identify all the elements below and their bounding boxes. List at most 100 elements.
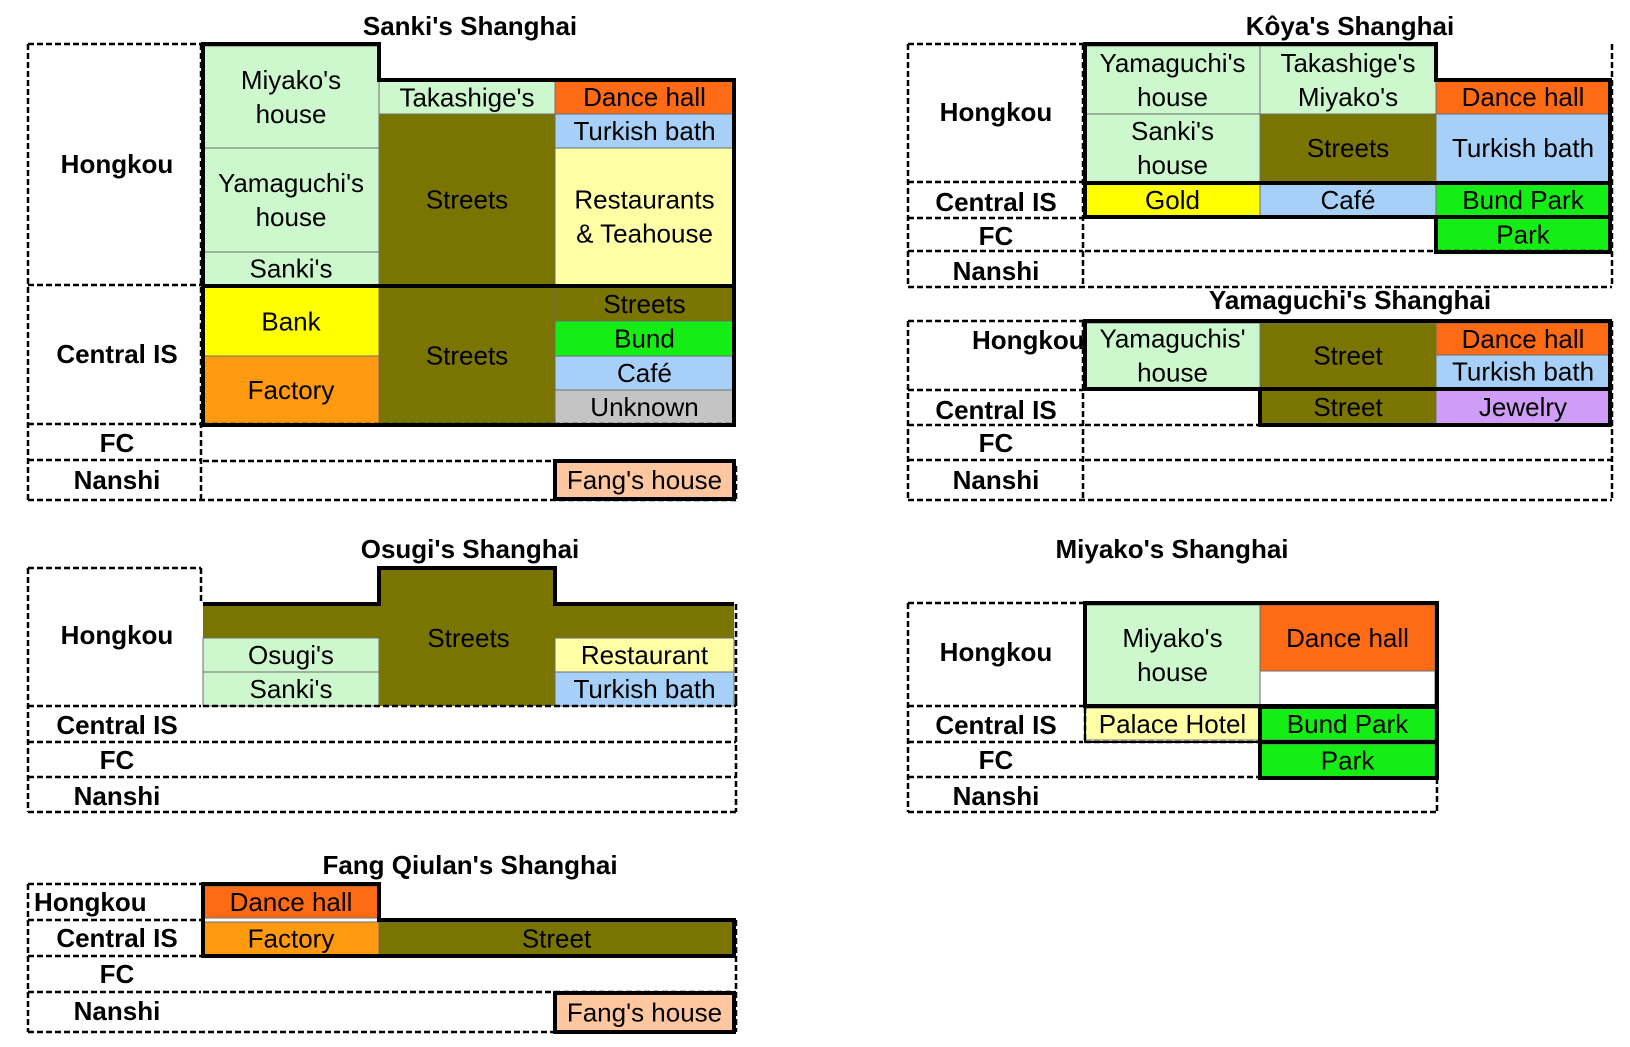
koya-cell-turkish-bath-fill [1435, 113, 1611, 183]
yamaguchi-map-title: Yamaguchi's Shanghai [1209, 285, 1491, 315]
osugi-cell-sanki-label: Sanki's [249, 674, 332, 704]
osugi-cell-streets-label: Streets [427, 623, 509, 653]
koya-cell-turkish-bath: Turkish bath [1435, 113, 1611, 183]
koya-district-hongkou: Hongkou [940, 97, 1053, 127]
sanki-cell-dance-hall: Dance hall [554, 79, 735, 115]
yamaguchi-district-fc: FC [979, 428, 1014, 458]
yamaguchi-cell-yamaguchis-house-label: Yamaguchis' [1099, 324, 1245, 354]
fang-district-central: Central IS [56, 923, 177, 953]
koya-cell-yamaguchi-house-label: Yamaguchi's [1099, 48, 1245, 78]
sanki-cell-sanki: Sanki's [202, 251, 380, 286]
sanki-cell-miyako-house-label: Miyako's [241, 65, 341, 95]
fang-heavy-box [553, 991, 736, 1034]
yamaguchi-district-central: Central IS [935, 395, 1056, 425]
miyako-cell-miyako-house-label: Miyako's [1122, 623, 1222, 653]
yamaguchi-cell-dance-hall-label: Dance hall [1462, 324, 1585, 354]
yamaguchi-cell-turkish-bath-fill [1435, 354, 1611, 389]
fang-district-nanshi: Nanshi [74, 996, 161, 1026]
sanki-cell-yamaguchi-house-label: Yamaguchi's [218, 168, 364, 198]
osugi-cell-sanki-fill [202, 671, 380, 707]
sanki-cell-sanki-fill [202, 251, 380, 286]
miyako-cell-blank [1259, 670, 1436, 706]
koya-cell-sanki-house-label: Sanki's [1131, 116, 1214, 146]
koya-cell-dance-hall: Dance hall [1435, 79, 1611, 115]
sanki-cell-bank: Bank [202, 286, 380, 357]
koya-cell-bund-park-fill [1435, 183, 1611, 217]
osugi-cell-turkish-bath: Turkish bath [554, 671, 735, 707]
yamaguchi-heavy-outline [1258, 389, 1612, 427]
sanki-cell-streets-central: Streets [378, 286, 556, 425]
koya-cell-streets-label: Streets [1307, 133, 1389, 163]
miyako-cell-bund-park-label: Bund Park [1287, 709, 1409, 739]
miyako-cell-bund-park: Bund Park [1259, 707, 1436, 741]
fang-cell-dance-hall-fill [202, 885, 380, 919]
yamaguchi-cell-yamaguchis-house: Yamaguchis' house [1084, 322, 1261, 389]
sanki-cell-cafe-label: Café [617, 358, 672, 388]
koya-cell-takashige-miyako: Takashige's Miyako's [1259, 45, 1437, 115]
miyako-cell-park-label: Park [1321, 746, 1375, 776]
sanki-cell-sanki-label: Sanki's [249, 254, 332, 284]
osugi-district-fc: FC [100, 745, 135, 775]
fang-cell-factory: Factory [202, 921, 380, 956]
sanki-cell-takashige-label: Takashige's [399, 83, 534, 113]
miyako-cell-park: Park [1259, 743, 1436, 778]
sanki-cell-yamaguchi-house-label: house [256, 202, 327, 232]
sanki-cell-factory-label: Factory [248, 375, 335, 405]
koya-cell-cafe-label: Café [1321, 185, 1376, 215]
yamaguchi-cell-street-hk-label: Street [1313, 341, 1383, 371]
sanki-cell-restaurants: Restaurants & Teahouse [554, 147, 735, 286]
fang-cell-factory-fill [202, 921, 380, 956]
koya-cell-sanki-house-fill [1084, 113, 1261, 183]
sanki-district-nanshi: Nanshi [74, 465, 161, 495]
osugi-map: Osugi's Shanghai Streets Osugi's Sanki's Res… [26, 534, 738, 814]
fang-cell-fang-house-label: Fang's house [567, 998, 722, 1028]
miyako-heavy-outline [1258, 705, 1439, 780]
yamaguchi-district-hongkou: Hongkou [972, 325, 1085, 355]
koya-cell-takashige-miyako-label: Takashige's [1280, 48, 1415, 78]
osugi-cell-streets: Streets [427, 623, 509, 653]
fang-map-title: Fang Qiulan's Shanghai [322, 850, 617, 880]
yamaguchi-cell-street-hk: Street [1259, 322, 1437, 389]
miyako-district-fc: FC [979, 745, 1014, 775]
fang-district-fc: FC [100, 959, 135, 989]
yamaguchi-cell-turkish-bath-label: Turkish bath [1452, 357, 1594, 387]
sanki-cell-streets-hk-label: Streets [426, 185, 508, 215]
sanki-cell-yamaguchi-house-fill [202, 147, 380, 253]
sanki-cell-miyako-house-fill [202, 45, 380, 149]
miyako-cell-dance-hall: Dance hall [1259, 604, 1436, 672]
miyako-cell-palace-hotel-label: Palace Hotel [1099, 709, 1246, 739]
osugi-map-title: Osugi's Shanghai [361, 534, 580, 564]
sanki-cell-unknown-label: Unknown [590, 392, 698, 422]
sanki-cell-bund: Bund [554, 320, 735, 357]
koya-district-nanshi: Nanshi [953, 256, 1040, 286]
sanki-district-hongkou: Hongkou [61, 149, 174, 179]
yamaguchi-cell-street-central: Street [1259, 389, 1437, 425]
koya-cell-park: Park [1435, 217, 1611, 252]
yamaguchi-cell-jewelry: Jewelry [1435, 389, 1611, 425]
koya-cell-sanki-house: Sanki's house [1084, 113, 1261, 183]
osugi-district-central: Central IS [56, 710, 177, 740]
koya-cell-bund-park-label: Bund Park [1462, 185, 1584, 215]
koya-heavy-outline [1083, 42, 1612, 219]
koya-cell-takashige-miyako-fill [1259, 45, 1437, 115]
koya-map-title: Kôya's Shanghai [1246, 11, 1454, 41]
koya-district-fc: FC [979, 221, 1014, 251]
osugi-heavy-outline [203, 566, 734, 606]
osugi-cell-osugi-fill [202, 637, 380, 673]
sanki-cell-fang-house: Fang's house [554, 460, 735, 500]
sanki-cell-turkish-bath-label: Turkish bath [573, 116, 715, 146]
miyako-district-central: Central IS [935, 710, 1056, 740]
koya-cell-yamaguchi-house-label: house [1137, 82, 1208, 112]
koya-district-central: Central IS [935, 187, 1056, 217]
sanki-cell-factory: Factory [202, 355, 380, 425]
fang-cell-dance-hall: Dance hall [202, 885, 380, 919]
koya-cell-dance-hall-fill [1435, 79, 1611, 115]
miyako-district-nanshi: Nanshi [953, 781, 1040, 811]
koya-cell-sanki-house-label: house [1137, 150, 1208, 180]
yamaguchi-cell-dance-hall-fill [1435, 322, 1611, 356]
fang-map: Fang Qiulan's Shanghai Dance hall Factory S… [26, 850, 738, 1034]
koya-cell-park-label: Park [1496, 220, 1550, 250]
sanki-map-title: Sanki's Shanghai [363, 11, 577, 41]
